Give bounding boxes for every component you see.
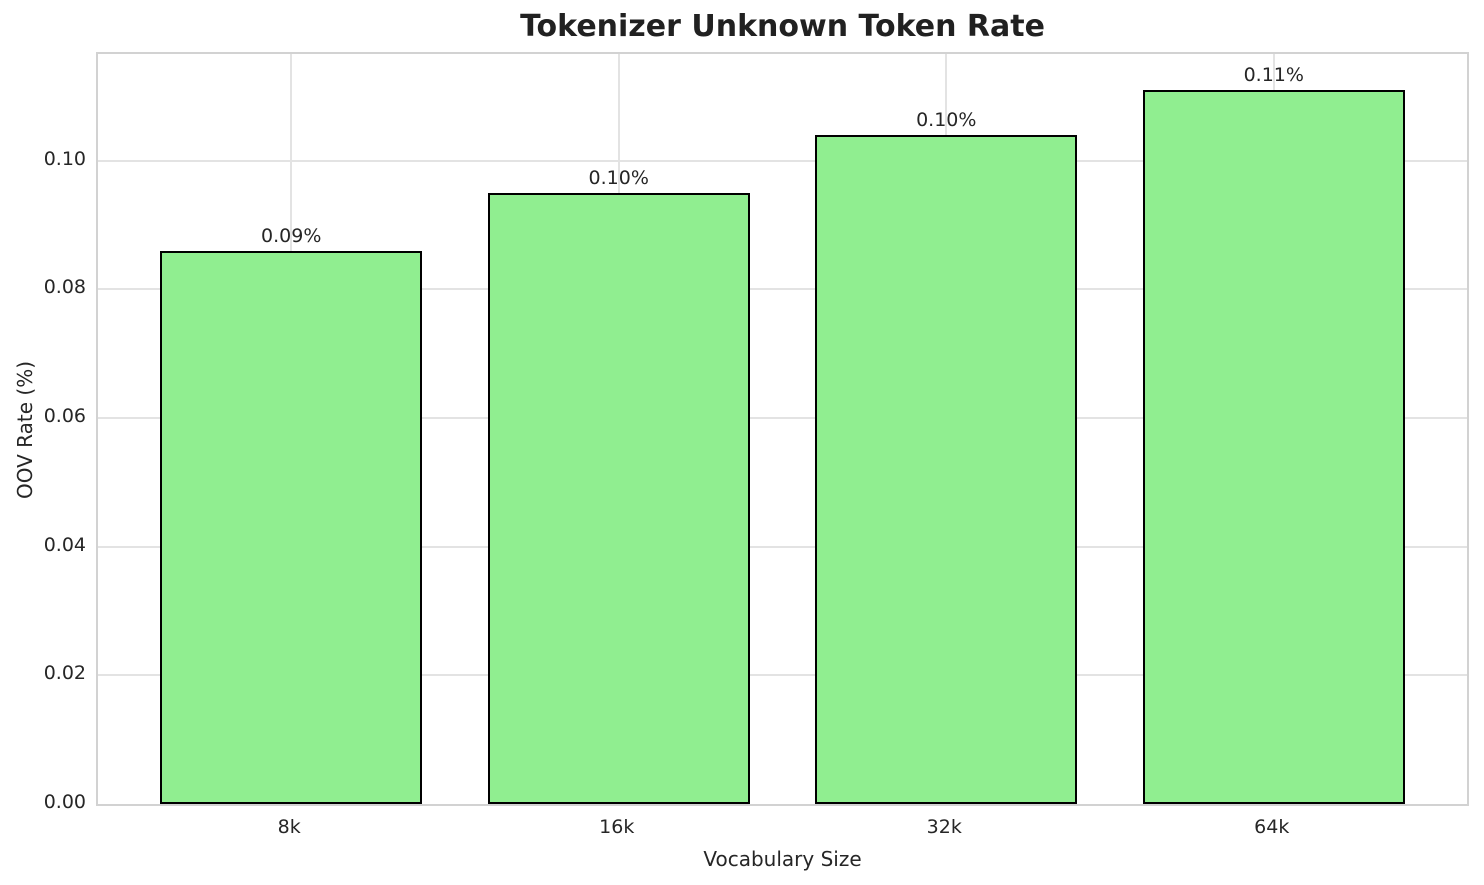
bar [160,250,423,804]
y-tick-label: 0.04 [43,533,86,556]
chart-title: Tokenizer Unknown Token Rate [520,9,1045,44]
h-gridline [98,288,1467,291]
x-tick-label: 16k [599,816,635,838]
y-axis-label: OOV Rate (%) [13,361,37,499]
x-tick-label: 32k [926,816,962,838]
y-tick-label: 0.00 [43,791,86,813]
h-gridline [98,545,1467,548]
bar-value-label: 0.11% [1243,64,1304,87]
bar [487,192,750,804]
bar-value-label: 0.10% [916,109,977,132]
plot-area: 0.09% 0.10% 0.10% 0.11% [96,52,1469,806]
h-gridline [98,159,1467,162]
y-tick-label: 0.10 [43,147,86,170]
x-tick-label: 8k [277,816,301,838]
x-axis-label: Vocabulary Size [703,847,862,871]
h-gridline [98,674,1467,677]
y-tick-label: 0.08 [43,276,86,299]
bar-value-label: 0.09% [261,224,322,247]
h-gridline [98,417,1467,420]
bar-value-label: 0.10% [588,166,649,189]
bar [815,135,1078,804]
bar [1142,90,1405,804]
y-tick-label: 0.06 [43,405,86,428]
y-tick-label: 0.02 [43,662,86,685]
x-tick-label: 64k [1254,816,1290,838]
